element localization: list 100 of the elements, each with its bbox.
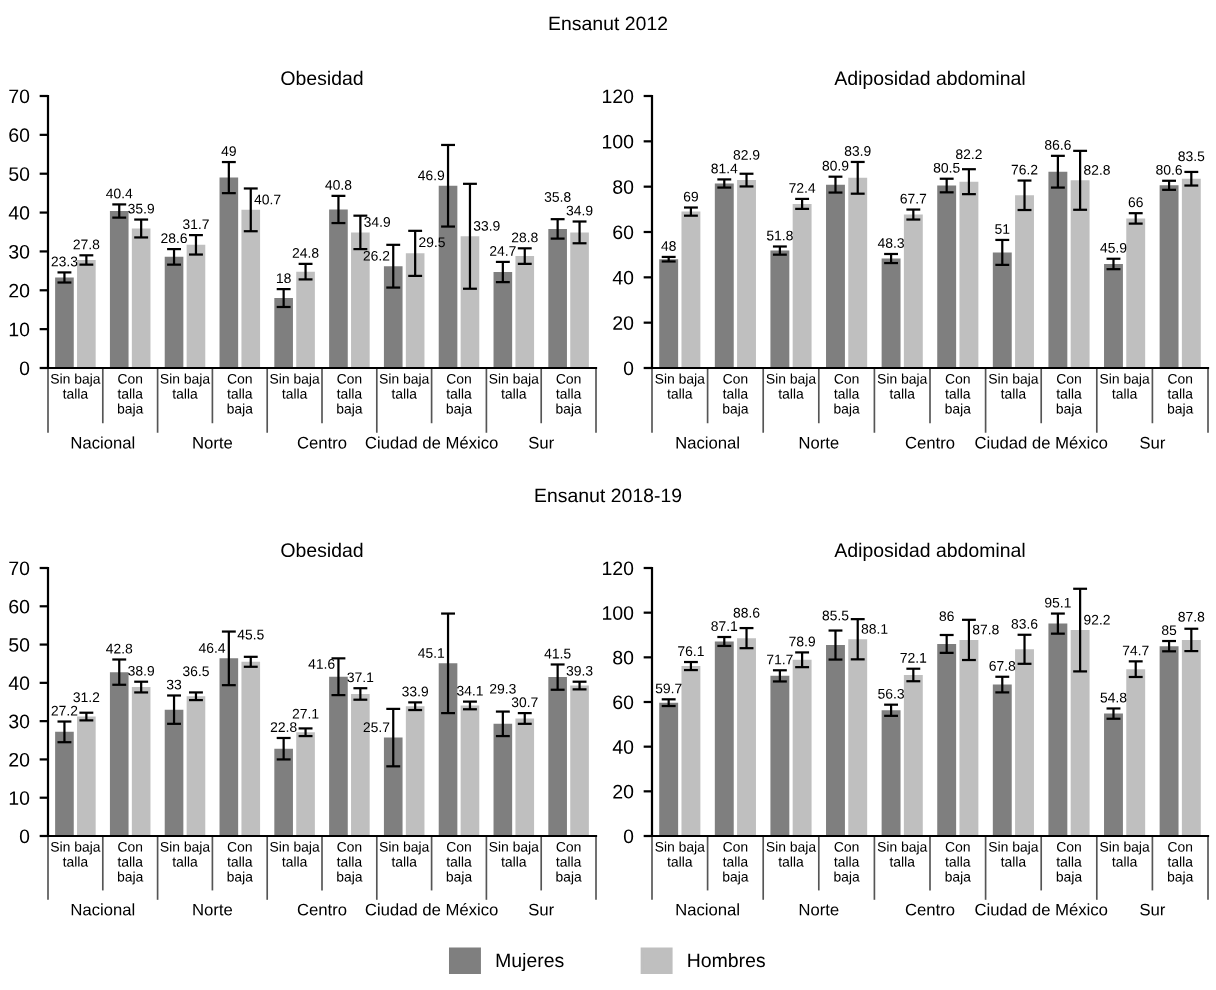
bar — [164, 256, 184, 368]
text: Ciudad de México — [365, 903, 498, 916]
chart-title: Obesidad — [281, 70, 363, 86]
bar — [1159, 646, 1179, 836]
y-tick-label: 50 — [9, 167, 30, 181]
y-tick-label: 60 — [9, 128, 30, 143]
y-tick-label: 40 — [612, 270, 634, 285]
bar — [460, 705, 480, 836]
text: Nacional — [71, 903, 135, 916]
bar — [992, 684, 1012, 836]
bar — [770, 675, 790, 836]
bar — [1181, 178, 1201, 368]
bar — [959, 639, 979, 836]
bar — [848, 639, 868, 836]
text: Ensanut 2012 — [549, 16, 668, 31]
bar — [714, 183, 734, 368]
y-tick-label: 30 — [9, 714, 30, 729]
bar — [737, 638, 756, 836]
y-tick-label: 0 — [19, 361, 30, 376]
text: Sur — [1140, 436, 1166, 449]
bar — [959, 181, 979, 368]
y-tick-label: 40 — [8, 206, 30, 220]
y-tick-label: 100 — [602, 134, 634, 149]
text: Ciudad de México — [975, 436, 1108, 449]
chart-title: Adiposidad abdominal — [834, 542, 1025, 561]
text: Centro — [905, 436, 955, 449]
y-tick-label: 120 — [602, 561, 634, 576]
bar — [274, 748, 293, 836]
bar — [903, 674, 923, 836]
y-tick-label: 10 — [9, 322, 30, 337]
bar — [1015, 649, 1034, 836]
y-tick-label: 70 — [9, 89, 30, 104]
bar — [438, 663, 458, 836]
y-tick-label: 20 — [9, 752, 30, 767]
text: Sur — [528, 903, 554, 916]
bar — [186, 244, 206, 368]
bar — [55, 277, 74, 368]
bar — [826, 645, 845, 836]
legend-label: Hombres — [688, 952, 765, 968]
bar — [296, 271, 315, 368]
text: Nacional — [676, 436, 739, 449]
bar — [937, 643, 957, 836]
bar — [515, 718, 535, 836]
bar — [55, 731, 74, 836]
bar — [1181, 639, 1201, 836]
text: Norte — [799, 903, 839, 916]
legend-label: Mujeres — [496, 952, 564, 972]
text: Ciudad de México — [365, 436, 498, 449]
bar — [77, 716, 96, 836]
bar — [383, 737, 403, 836]
bar — [714, 641, 734, 836]
bar — [681, 211, 701, 368]
bar — [109, 211, 129, 368]
y-tick-label: 80 — [613, 180, 634, 194]
chart-title: Adiposidad abdominal — [834, 70, 1025, 89]
bar — [383, 266, 403, 368]
y-tick-label: 60 — [613, 695, 634, 710]
bar — [792, 203, 812, 368]
bar — [131, 228, 151, 368]
text: Ciudad de México — [975, 903, 1108, 916]
bar — [881, 258, 901, 368]
bar — [164, 709, 184, 836]
bar — [493, 272, 513, 368]
y-tick-label: 0 — [19, 829, 30, 844]
bar — [903, 214, 923, 368]
bar — [241, 209, 261, 368]
bar — [570, 685, 589, 836]
y-tick-label: 40 — [8, 676, 30, 691]
text: Nacional — [71, 436, 135, 449]
bar — [1048, 171, 1068, 368]
bar — [681, 666, 701, 836]
bar — [1015, 195, 1034, 368]
bar — [548, 677, 567, 836]
y-tick-label: 100 — [602, 606, 634, 620]
bar — [737, 180, 756, 368]
bar — [515, 256, 535, 368]
text: Norte — [193, 903, 233, 916]
bar — [848, 177, 868, 368]
y-tick-label: 120 — [602, 89, 634, 104]
bar — [548, 228, 567, 368]
bar — [186, 696, 206, 836]
bar — [329, 676, 348, 836]
bar — [881, 710, 901, 836]
bar — [1126, 218, 1146, 368]
y-tick-label: 60 — [9, 599, 30, 614]
text: Nacional — [676, 903, 739, 916]
bar — [274, 298, 293, 368]
y-tick-label: 80 — [613, 650, 634, 665]
y-tick-label: 0 — [623, 361, 634, 376]
bar — [405, 706, 425, 836]
text: Sur — [1140, 903, 1166, 916]
bar — [109, 672, 129, 836]
bar — [405, 253, 425, 368]
bar — [219, 177, 239, 368]
bar — [570, 232, 589, 368]
bar — [992, 252, 1012, 368]
y-tick-label: 60 — [613, 225, 634, 240]
bar — [659, 259, 679, 368]
y-tick-label: 0 — [623, 829, 634, 844]
text: Centro — [297, 903, 347, 916]
